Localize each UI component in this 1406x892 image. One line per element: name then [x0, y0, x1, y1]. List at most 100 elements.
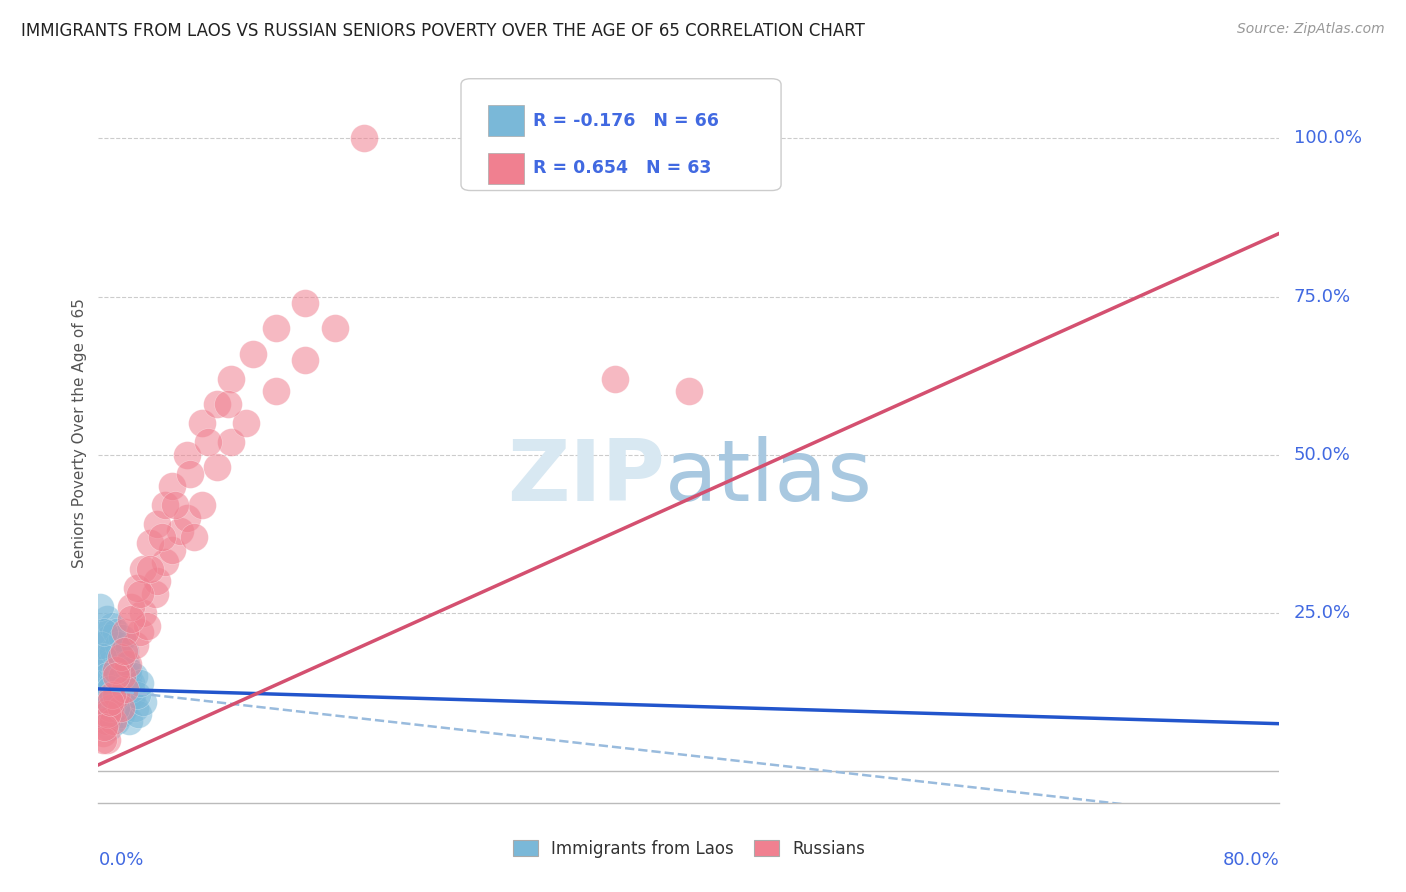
Point — [132, 562, 155, 576]
Point — [98, 650, 121, 665]
Point — [153, 555, 176, 569]
Point — [93, 714, 115, 728]
Point — [111, 688, 134, 702]
Point — [105, 688, 128, 702]
Point — [107, 644, 129, 658]
Point — [191, 416, 214, 430]
Point — [165, 499, 187, 513]
Point — [162, 479, 183, 493]
Point — [111, 669, 134, 683]
Point — [197, 435, 219, 450]
Point — [94, 694, 117, 708]
Point — [139, 562, 162, 576]
Point — [94, 714, 117, 728]
Point — [94, 650, 117, 665]
Point — [110, 669, 132, 683]
Point — [105, 714, 128, 728]
Text: 25.0%: 25.0% — [1294, 604, 1351, 622]
Point — [105, 669, 128, 683]
Point — [114, 681, 136, 696]
Text: 0.0%: 0.0% — [98, 851, 143, 869]
Point — [103, 688, 125, 702]
Point — [110, 663, 132, 677]
Point — [120, 675, 142, 690]
Point — [98, 681, 121, 696]
Point — [678, 384, 700, 399]
Point — [115, 694, 138, 708]
Point — [176, 511, 198, 525]
Point — [107, 638, 129, 652]
Point — [96, 732, 118, 747]
Point — [146, 517, 169, 532]
Point — [294, 352, 316, 367]
Point — [217, 397, 239, 411]
Point — [128, 624, 150, 639]
Point — [120, 612, 142, 626]
Point — [98, 701, 121, 715]
Text: R = -0.176   N = 66: R = -0.176 N = 66 — [533, 112, 718, 130]
Point — [105, 701, 128, 715]
Point — [90, 638, 112, 652]
Point — [122, 669, 145, 683]
Point — [205, 397, 228, 411]
FancyBboxPatch shape — [488, 153, 523, 184]
Point — [264, 384, 287, 399]
Point — [323, 321, 346, 335]
Point — [100, 688, 122, 702]
Point — [96, 701, 118, 715]
Text: IMMIGRANTS FROM LAOS VS RUSSIAN SENIORS POVERTY OVER THE AGE OF 65 CORRELATION C: IMMIGRANTS FROM LAOS VS RUSSIAN SENIORS … — [21, 22, 865, 40]
Point — [89, 599, 111, 614]
Point — [103, 688, 125, 702]
Point — [153, 499, 176, 513]
Y-axis label: Seniors Poverty Over the Age of 65: Seniors Poverty Over the Age of 65 — [72, 298, 87, 567]
Point — [114, 624, 136, 639]
Point — [107, 694, 129, 708]
Point — [125, 581, 148, 595]
Point — [128, 587, 150, 601]
Point — [219, 435, 242, 450]
Point — [353, 131, 375, 145]
Point — [605, 372, 627, 386]
Point — [150, 530, 173, 544]
Point — [120, 681, 142, 696]
Point — [97, 669, 120, 683]
Point — [96, 669, 118, 683]
Point — [111, 632, 134, 646]
Text: 100.0%: 100.0% — [1294, 129, 1361, 147]
Point — [112, 644, 135, 658]
Point — [235, 416, 257, 430]
Point — [91, 624, 114, 639]
Point — [264, 321, 287, 335]
Text: atlas: atlas — [665, 435, 873, 518]
Point — [114, 681, 136, 696]
Point — [115, 657, 138, 671]
Point — [100, 675, 122, 690]
Point — [93, 720, 115, 734]
Point — [91, 732, 114, 747]
Point — [91, 707, 114, 722]
Point — [110, 650, 132, 665]
Point — [96, 612, 118, 626]
Point — [120, 599, 142, 614]
Point — [169, 524, 191, 538]
Point — [98, 694, 121, 708]
Point — [112, 701, 135, 715]
Point — [97, 632, 120, 646]
Point — [103, 644, 125, 658]
Point — [162, 542, 183, 557]
Point — [191, 499, 214, 513]
Point — [91, 726, 114, 740]
Point — [117, 657, 139, 671]
Point — [179, 467, 201, 481]
Text: 75.0%: 75.0% — [1294, 287, 1351, 306]
Point — [90, 688, 112, 702]
Text: 50.0%: 50.0% — [1294, 446, 1351, 464]
Point — [114, 644, 136, 658]
Point — [98, 694, 121, 708]
FancyBboxPatch shape — [461, 78, 782, 191]
Point — [94, 663, 117, 677]
Point — [183, 530, 205, 544]
Legend: Immigrants from Laos, Russians: Immigrants from Laos, Russians — [506, 833, 872, 865]
Point — [242, 346, 264, 360]
Point — [219, 372, 242, 386]
